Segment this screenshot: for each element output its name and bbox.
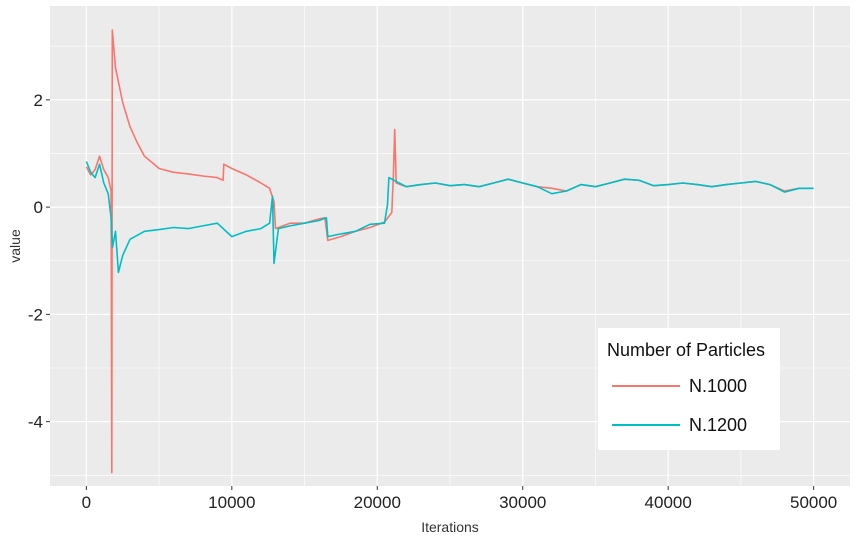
legend-label-n1000: N.1000 [689, 376, 747, 396]
x-tick-label: 10000 [208, 493, 255, 512]
x-tick-label: 30000 [499, 493, 546, 512]
x-tick-label: 40000 [645, 493, 692, 512]
y-tick-label: 2 [34, 91, 43, 110]
y-axis-title: value [7, 229, 23, 263]
x-axis-ticks: 0 10000 20000 30000 40000 50000 [82, 486, 837, 512]
legend-box [598, 328, 780, 450]
series-layer [85, 29, 814, 474]
x-tick-label: 50000 [790, 493, 837, 512]
x-tick-label: 20000 [354, 493, 401, 512]
x-tick-label: 0 [82, 493, 91, 512]
series-line-n1200 [85, 161, 814, 274]
y-tick-label: -4 [28, 413, 43, 432]
y-axis-ticks: -4 -2 0 2 [28, 91, 50, 432]
y-tick-label: 0 [34, 198, 43, 217]
legend-label-n1200: N.1200 [689, 415, 747, 435]
legend: Number of Particles N.1000 N.1200 [598, 328, 780, 450]
legend-title: Number of Particles [607, 340, 765, 360]
x-axis-title: Iterations [421, 519, 479, 535]
y-tick-label: -2 [28, 305, 43, 324]
